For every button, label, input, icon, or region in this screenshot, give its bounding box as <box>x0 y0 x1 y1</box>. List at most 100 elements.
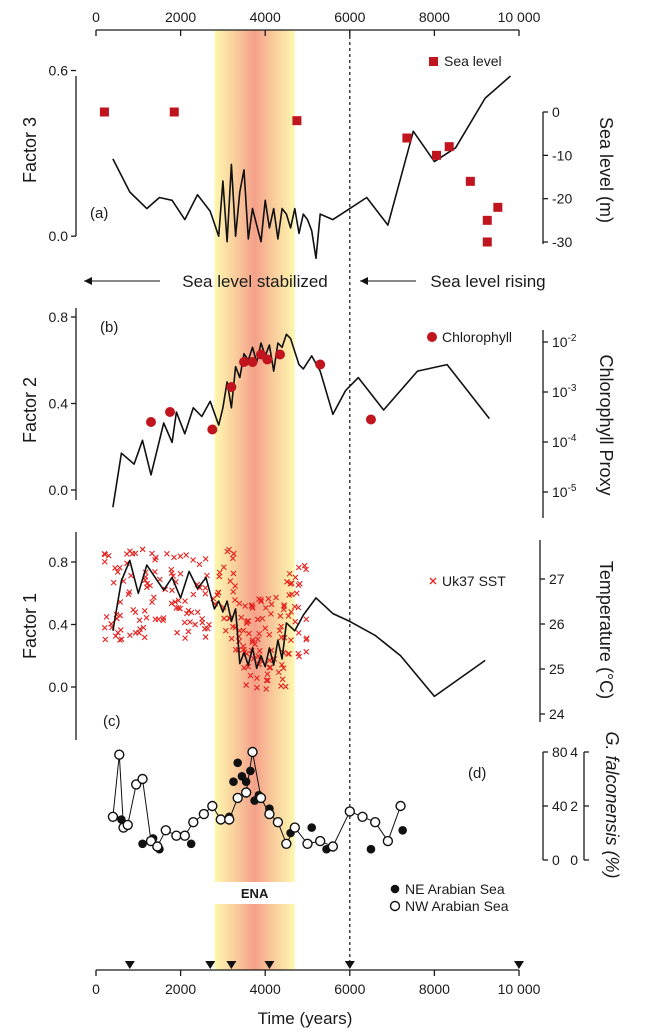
sst-marker <box>254 616 261 623</box>
sealevel-marker <box>99 107 109 117</box>
sealevel-marker <box>292 116 302 126</box>
sst-marker <box>177 570 184 577</box>
nw-arabian-sea-marker <box>369 817 381 828</box>
sst-marker <box>139 546 146 553</box>
nw-arabian-sea-marker <box>122 819 133 831</box>
sst-marker <box>226 546 232 553</box>
sst-marker <box>266 631 273 638</box>
panel-c-label: (c) <box>103 713 121 730</box>
nw-arabian-sea-marker <box>247 746 258 758</box>
factor2-axis-tick-label: 0.8 <box>49 309 69 325</box>
sst-marker <box>130 606 137 613</box>
sst-marker <box>185 607 192 614</box>
nw-arabian-sea-marker <box>281 838 292 849</box>
ne-legend-label: NE Arabian Sea <box>405 881 505 897</box>
sst-marker <box>295 582 302 588</box>
sst-marker <box>196 561 203 568</box>
nw-arabian-sea-marker <box>160 825 171 836</box>
sst-marker <box>264 671 271 677</box>
sst-marker <box>137 626 143 633</box>
sst-marker <box>273 594 279 601</box>
sst-marker <box>241 664 247 671</box>
nw-arabian-sea-marker <box>240 787 252 798</box>
sea-level-stabilized-label: Sea level stabilized <box>182 272 328 291</box>
sst-marker <box>288 637 294 644</box>
sst-marker <box>232 597 238 603</box>
panel-d-label: (d) <box>468 765 486 782</box>
sst-marker <box>278 634 285 641</box>
sst-marker <box>173 604 180 611</box>
falconensis-secondary-axis-tick-label: 4 <box>570 744 578 760</box>
sst-marker <box>140 624 147 631</box>
top-axis-tick-label: 2000 <box>165 9 196 25</box>
sealevel-axis-title: Sea level (m) <box>596 117 616 223</box>
sst-marker <box>263 677 270 684</box>
sst-marker <box>221 615 227 622</box>
sst-marker <box>275 669 282 676</box>
sealevel-marker <box>482 237 492 247</box>
sst-marker <box>132 550 139 557</box>
sst-marker <box>116 564 123 571</box>
sst-marker <box>149 599 156 606</box>
sst-marker <box>303 648 310 655</box>
chlorophyll-marker <box>365 414 376 425</box>
falconensis-axis-title: G. falconensis (%) <box>602 731 622 878</box>
sst-marker <box>102 551 108 558</box>
sst-marker <box>230 588 237 595</box>
sealevel-marker <box>169 107 179 117</box>
sst-marker <box>284 578 290 585</box>
sst-marker <box>183 552 190 558</box>
nw-legend-label: NW Arabian Sea <box>405 898 509 914</box>
sst-marker <box>114 569 121 575</box>
sst-marker <box>190 557 197 563</box>
sst-marker <box>276 627 283 634</box>
sst-marker <box>183 610 190 617</box>
sst-marker <box>228 635 235 642</box>
nw-arabian-sea-marker <box>314 835 326 847</box>
sst-marker <box>136 617 143 624</box>
factor1-line <box>112 559 486 698</box>
nw-arabian-sea-marker <box>255 792 267 804</box>
sst-marker <box>277 613 284 619</box>
falconensis-percent-axis-tick-label: 80 <box>552 744 568 760</box>
chlorophyll-marker <box>207 424 218 435</box>
sealevel-marker <box>402 133 412 143</box>
sst-marker <box>249 639 256 646</box>
sst-marker <box>254 636 261 643</box>
sst-marker <box>108 621 115 627</box>
sealevel-marker <box>444 142 454 152</box>
top-axis-tick-label: 0 <box>92 9 100 25</box>
sst-marker <box>172 599 179 605</box>
sst-marker <box>160 615 167 621</box>
nw-legend-marker <box>389 900 401 912</box>
nw-arabian-sea-marker <box>215 814 226 825</box>
top-axis-tick-label: 10 000 <box>498 9 541 25</box>
factor1-axis-tick-label: 0.4 <box>49 617 69 633</box>
bottom-axis-tick-label: 4000 <box>250 981 281 997</box>
sst-marker <box>174 629 180 636</box>
bottom-axis-tick-label: 2000 <box>165 981 196 997</box>
sst-marker <box>199 615 205 622</box>
sst-marker <box>236 600 243 607</box>
sst-marker <box>245 663 252 670</box>
chlorophyll-marker <box>226 382 237 392</box>
sst-marker <box>278 661 285 668</box>
top-axis-tick-label: 8000 <box>419 9 450 25</box>
sst-marker <box>152 554 159 561</box>
sst-marker <box>259 615 266 622</box>
factor3-axis-tick-label: 0.6 <box>49 63 69 79</box>
factor3-axis-tick-label: 0.0 <box>49 228 69 244</box>
nw-arabian-sea-marker <box>382 835 394 847</box>
chlorophyll-axis-tick-label: 10-5 <box>552 483 577 500</box>
sst-marker <box>243 682 250 688</box>
sst-marker <box>182 598 188 604</box>
sst-legend-label: Uk37 SST <box>442 573 506 589</box>
sst-marker <box>285 651 292 657</box>
ne-arabian-sea-marker <box>246 766 255 776</box>
falconensis-percent-axis-tick-label: 0 <box>552 852 560 868</box>
sst-marker <box>175 597 182 604</box>
sst-marker <box>303 636 310 643</box>
ena-highlight-band <box>214 30 295 970</box>
temperature-axis-tick-label: 27 <box>549 571 565 587</box>
sst-marker <box>295 650 302 657</box>
